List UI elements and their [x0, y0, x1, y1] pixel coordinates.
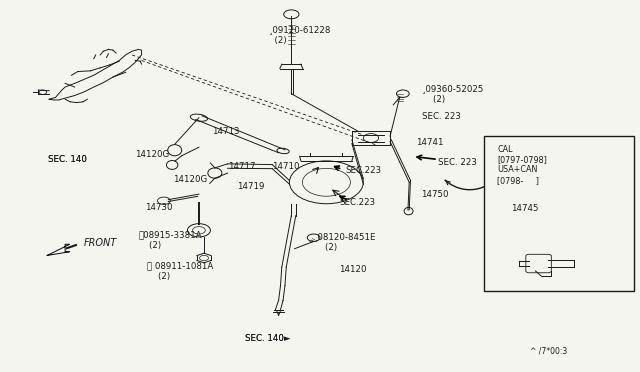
Polygon shape: [47, 244, 70, 256]
Text: ¸09120-61228
  (2): ¸09120-61228 (2): [269, 25, 332, 45]
Text: 14719: 14719: [237, 182, 264, 191]
Text: SEC. 140: SEC. 140: [246, 334, 284, 343]
Text: SEC. 223: SEC. 223: [422, 112, 461, 121]
Text: SEC.223: SEC.223: [339, 198, 375, 207]
Text: ⓪08915-3381A
    (2): ⓪08915-3381A (2): [138, 230, 202, 250]
Text: SEC. 223: SEC. 223: [438, 158, 477, 167]
Text: ^ /7*00:3: ^ /7*00:3: [531, 347, 568, 356]
Text: SEC. 140: SEC. 140: [48, 155, 87, 164]
Text: CAL
[0797-0798]
USA+CAN
[0798-     ]: CAL [0797-0798] USA+CAN [0798- ]: [497, 145, 547, 185]
Text: SEC.223: SEC.223: [346, 166, 381, 175]
Text: Ⓝ 08911-1081A
    (2): Ⓝ 08911-1081A (2): [147, 262, 213, 281]
Text: ¸09360-52025
    (2): ¸09360-52025 (2): [422, 84, 484, 104]
Text: 14120: 14120: [339, 264, 367, 274]
Text: 14120G: 14120G: [135, 150, 170, 159]
Text: FRONT: FRONT: [84, 238, 118, 248]
Text: 14717: 14717: [228, 162, 255, 171]
Text: 14120G: 14120G: [173, 175, 208, 184]
Text: 14741: 14741: [415, 138, 443, 147]
Text: 14745: 14745: [511, 205, 539, 214]
Text: 14713: 14713: [212, 127, 239, 136]
Text: SEC. 140: SEC. 140: [48, 155, 87, 164]
Text: ¸08120-8451E
    (2): ¸08120-8451E (2): [314, 232, 376, 251]
Text: 14710: 14710: [272, 162, 300, 171]
Text: 14730: 14730: [145, 203, 172, 212]
Text: SEC. 140►: SEC. 140►: [246, 334, 291, 343]
Bar: [484, 136, 634, 291]
Text: 14750: 14750: [420, 190, 448, 199]
